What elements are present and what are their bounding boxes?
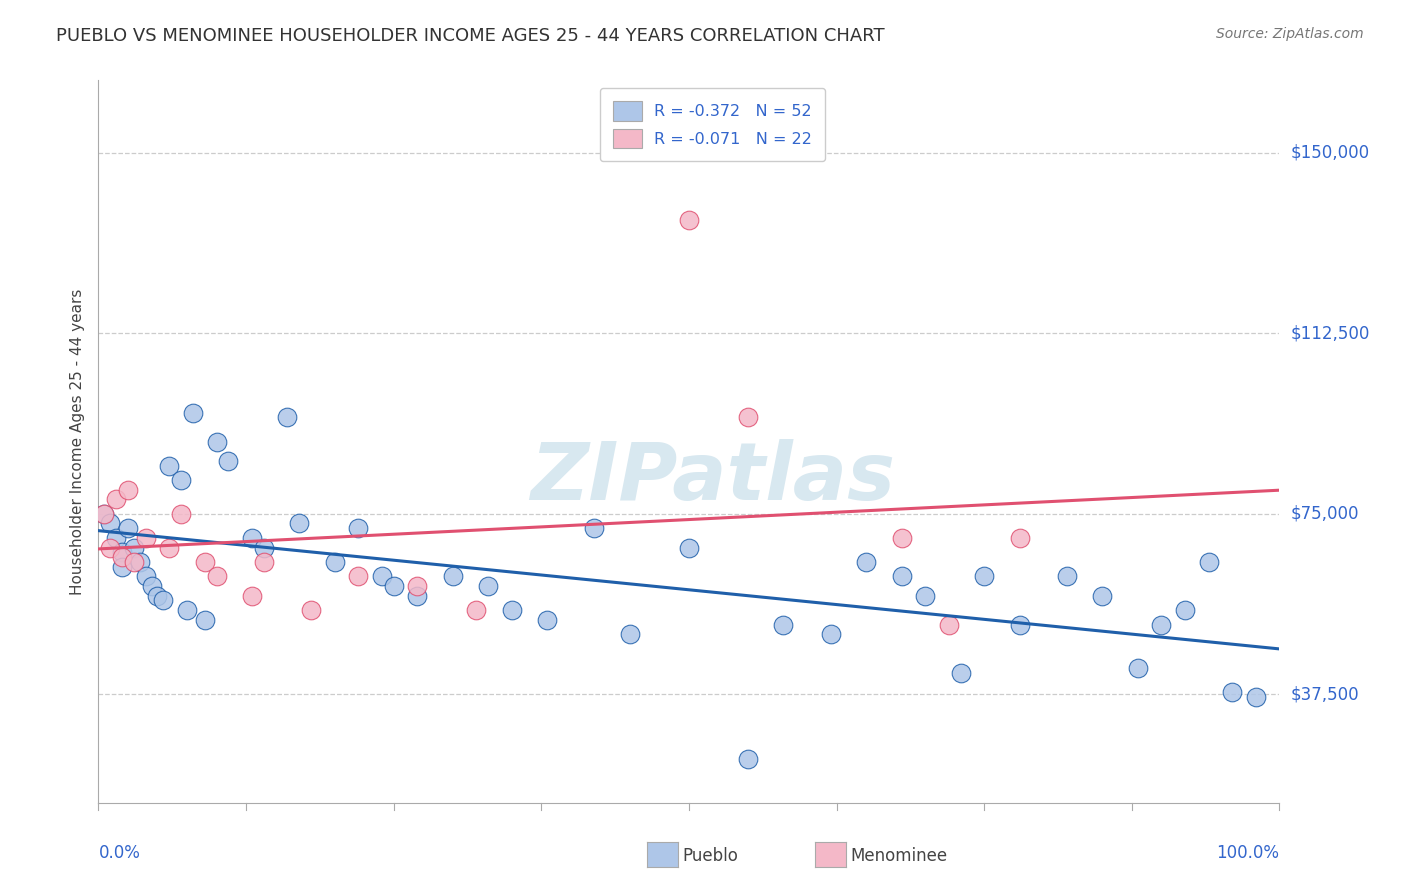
- Point: [938, 617, 960, 632]
- Point: [949, 665, 972, 680]
- Point: [973, 569, 995, 583]
- Point: [117, 483, 139, 497]
- Text: Pueblo: Pueblo: [682, 847, 738, 865]
- Point: [157, 541, 180, 555]
- Point: [157, 458, 180, 473]
- Point: [347, 569, 370, 583]
- Point: [253, 555, 276, 569]
- Point: [105, 531, 128, 545]
- Point: [1091, 589, 1114, 603]
- Point: [323, 555, 346, 569]
- Point: [501, 603, 523, 617]
- Point: [1126, 661, 1149, 675]
- Point: [135, 569, 157, 583]
- Point: [1056, 569, 1078, 583]
- Point: [253, 541, 276, 555]
- Point: [1008, 617, 1031, 632]
- Point: [105, 492, 128, 507]
- Point: [240, 589, 263, 603]
- Text: Menominee: Menominee: [851, 847, 948, 865]
- Text: $37,500: $37,500: [1291, 685, 1360, 704]
- Point: [406, 589, 429, 603]
- Point: [737, 410, 759, 425]
- Point: [678, 213, 700, 227]
- Point: [382, 579, 405, 593]
- Point: [205, 569, 228, 583]
- Point: [240, 531, 263, 545]
- Point: [890, 569, 912, 583]
- Point: [1008, 531, 1031, 545]
- Text: 100.0%: 100.0%: [1216, 845, 1279, 863]
- Point: [1244, 690, 1267, 704]
- Point: [371, 569, 394, 583]
- Point: [477, 579, 499, 593]
- Text: ZIPatlas: ZIPatlas: [530, 439, 896, 516]
- Point: [122, 541, 145, 555]
- Point: [288, 516, 311, 531]
- Text: Source: ZipAtlas.com: Source: ZipAtlas.com: [1216, 27, 1364, 41]
- Point: [299, 603, 322, 617]
- Point: [890, 531, 912, 545]
- Point: [536, 613, 558, 627]
- Point: [217, 454, 239, 468]
- Point: [111, 550, 134, 565]
- Point: [111, 545, 134, 559]
- Point: [152, 593, 174, 607]
- Point: [93, 507, 115, 521]
- Point: [820, 627, 842, 641]
- Point: [141, 579, 163, 593]
- Point: [98, 516, 121, 531]
- Text: $112,500: $112,500: [1291, 324, 1369, 343]
- Point: [678, 541, 700, 555]
- Point: [146, 589, 169, 603]
- Point: [170, 473, 193, 487]
- Point: [98, 541, 121, 555]
- Y-axis label: Householder Income Ages 25 - 44 years: Householder Income Ages 25 - 44 years: [69, 288, 84, 595]
- Point: [465, 603, 488, 617]
- Point: [122, 555, 145, 569]
- Point: [135, 531, 157, 545]
- Point: [583, 521, 606, 535]
- Point: [93, 507, 115, 521]
- Point: [111, 559, 134, 574]
- Text: 0.0%: 0.0%: [98, 845, 141, 863]
- Point: [128, 555, 150, 569]
- Point: [855, 555, 877, 569]
- Point: [194, 613, 217, 627]
- Point: [441, 569, 464, 583]
- Point: [1174, 603, 1197, 617]
- Text: PUEBLO VS MENOMINEE HOUSEHOLDER INCOME AGES 25 - 44 YEARS CORRELATION CHART: PUEBLO VS MENOMINEE HOUSEHOLDER INCOME A…: [56, 27, 884, 45]
- Point: [1198, 555, 1220, 569]
- Legend: R = -0.372   N = 52, R = -0.071   N = 22: R = -0.372 N = 52, R = -0.071 N = 22: [600, 88, 825, 161]
- Point: [276, 410, 298, 425]
- Point: [117, 521, 139, 535]
- Point: [1220, 685, 1243, 699]
- Point: [619, 627, 641, 641]
- Point: [205, 434, 228, 449]
- Point: [181, 406, 204, 420]
- Point: [772, 617, 794, 632]
- Point: [194, 555, 217, 569]
- Point: [347, 521, 370, 535]
- Text: $150,000: $150,000: [1291, 144, 1369, 161]
- Point: [176, 603, 198, 617]
- Point: [406, 579, 429, 593]
- Point: [737, 752, 759, 766]
- Point: [170, 507, 193, 521]
- Text: $75,000: $75,000: [1291, 505, 1360, 523]
- Point: [914, 589, 936, 603]
- Point: [1150, 617, 1173, 632]
